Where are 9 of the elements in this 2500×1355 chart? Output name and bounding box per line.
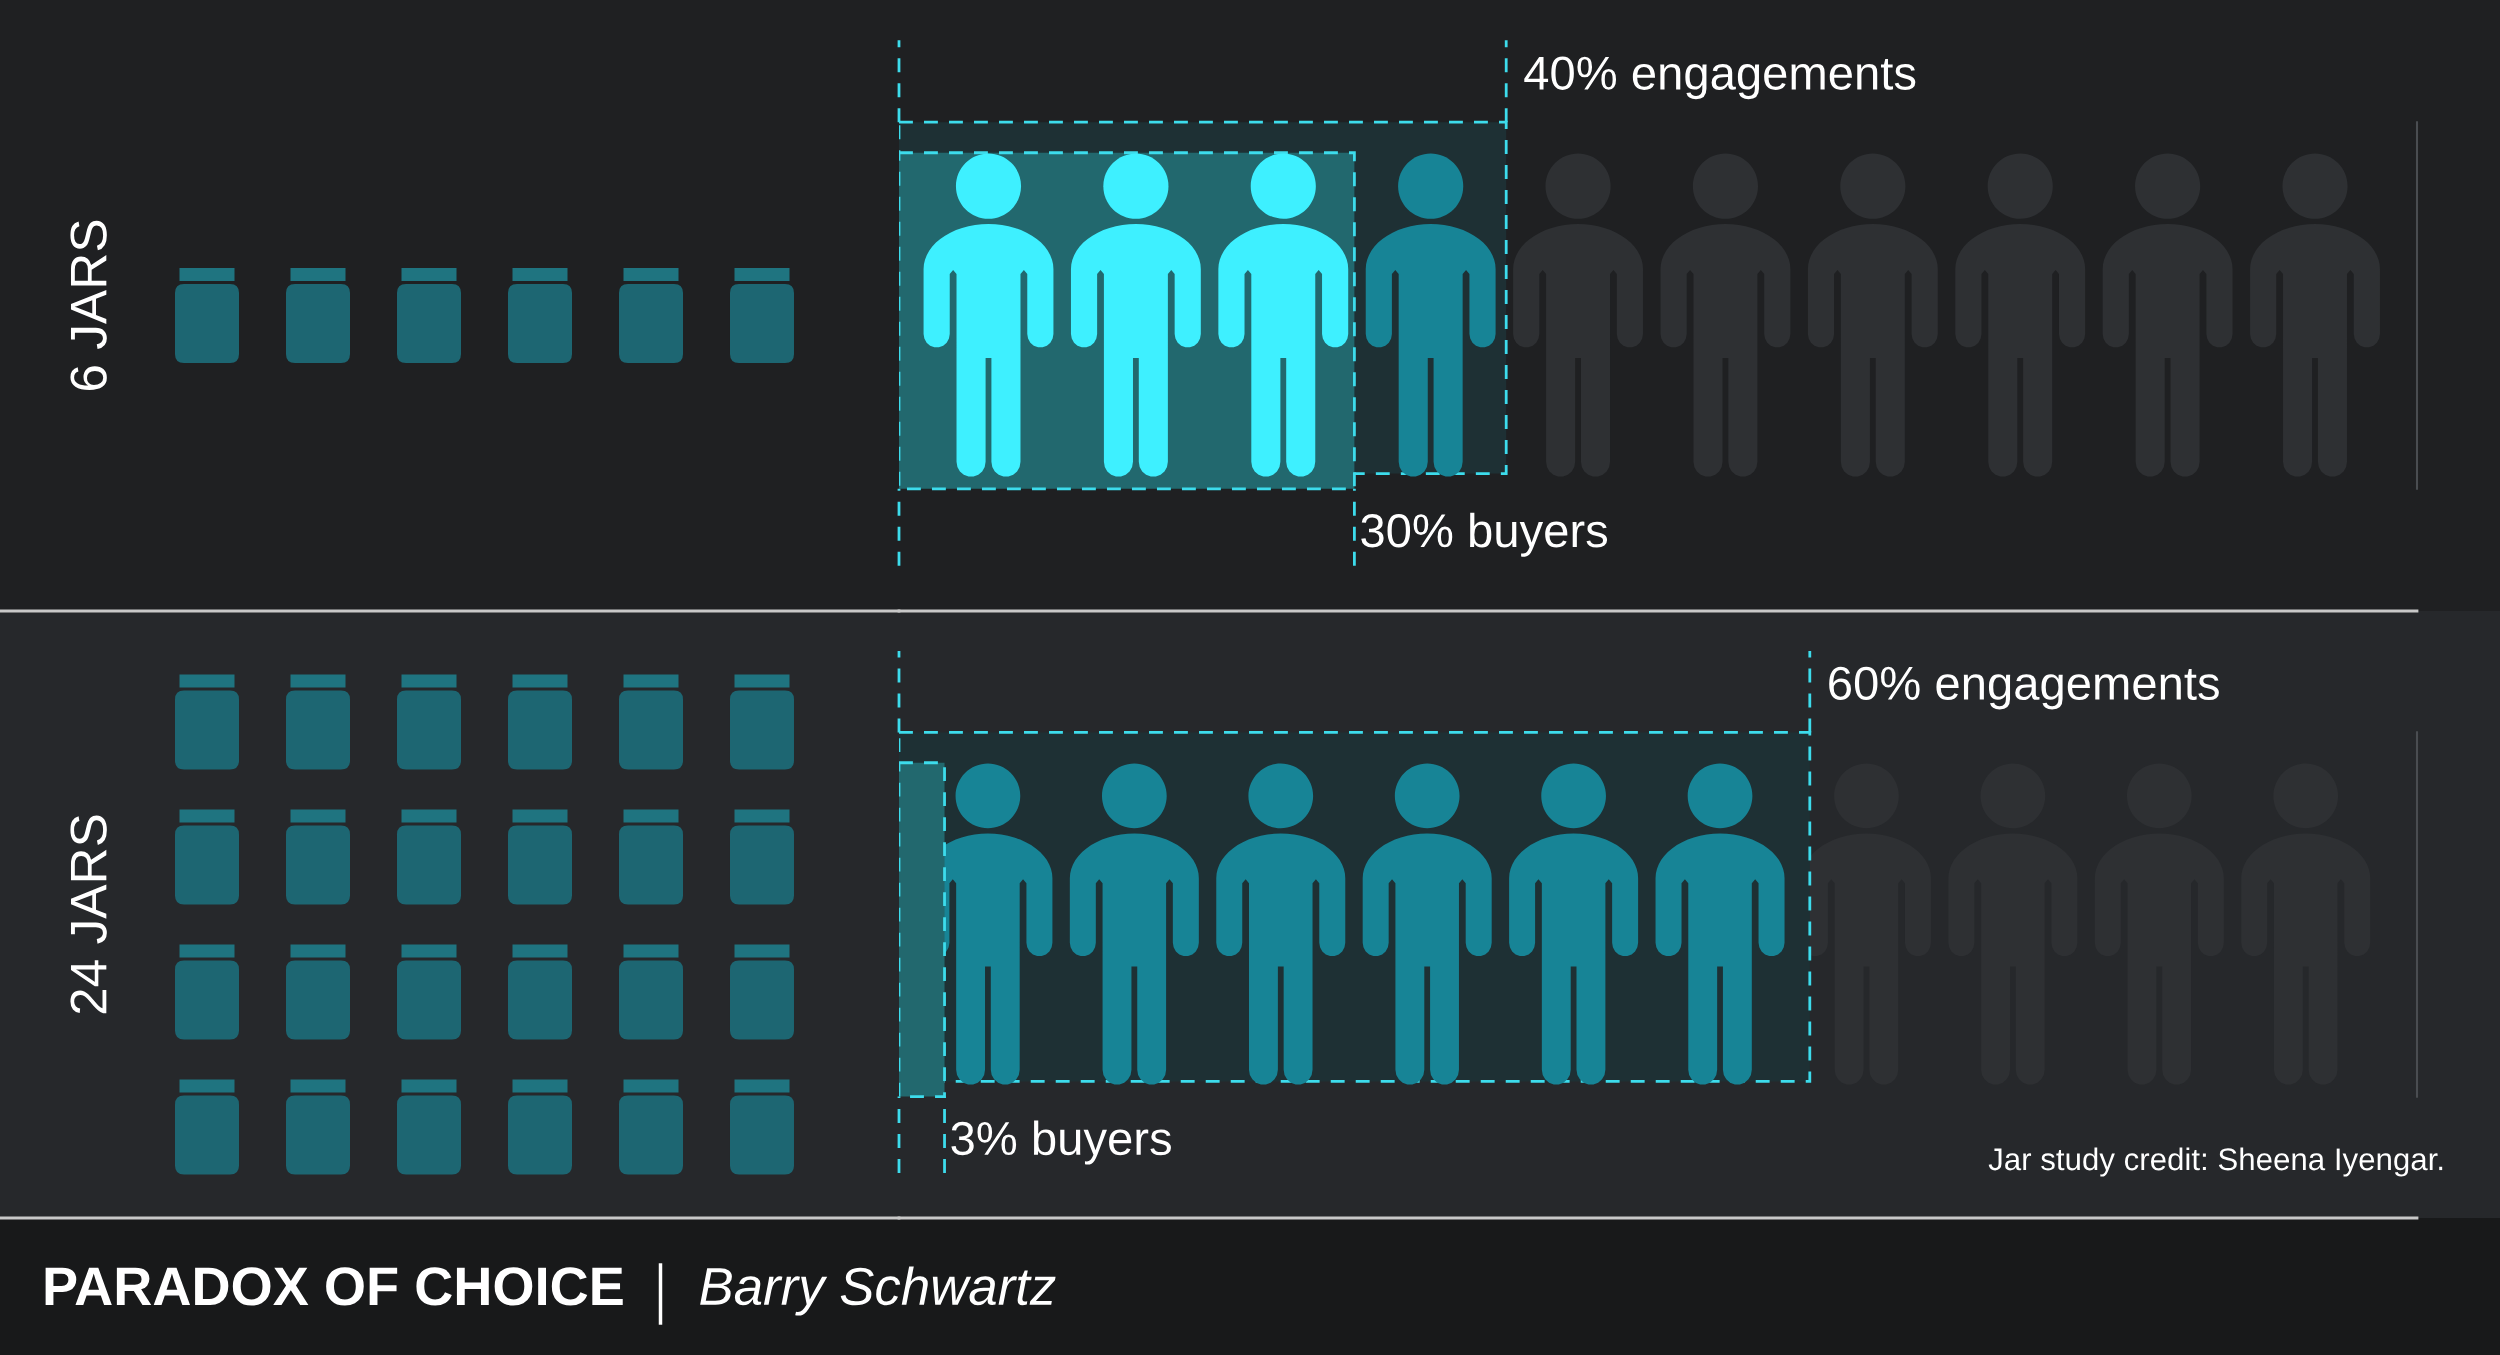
data-label: 3% buyers	[951, 1120, 1171, 1165]
data-label: 40% engagements	[1524, 56, 1916, 100]
text: Barry Schwartz	[700, 1266, 1056, 1316]
text: PARADOX OF CHOICE	[45, 1267, 623, 1306]
y-tick-label: 6 JARS	[70, 220, 107, 390]
data-label: 60% engagements	[1829, 666, 2219, 710]
text: Jar study credit: Sheena Iyengar.	[1988, 1147, 2443, 1177]
data-label: 30% buyers	[1361, 512, 1608, 557]
y-tick-label: 24 JARS	[70, 815, 107, 1014]
